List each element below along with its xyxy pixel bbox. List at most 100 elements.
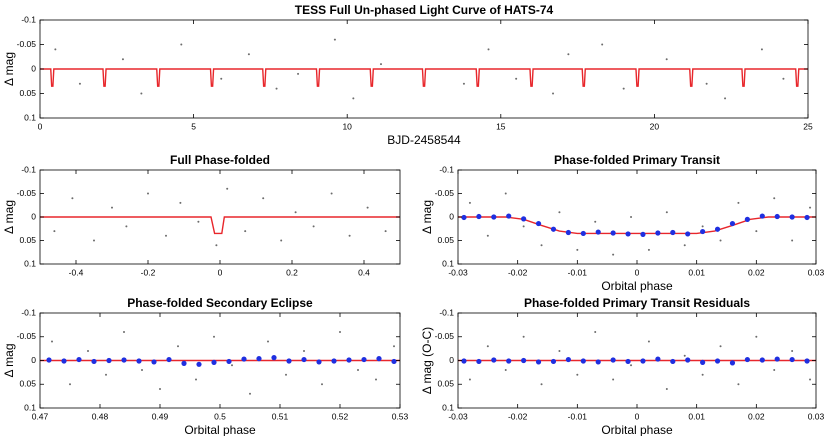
y-tick-label: -0.05 xyxy=(17,331,37,341)
data-point xyxy=(53,230,56,233)
data-point xyxy=(552,92,555,95)
data-point xyxy=(312,225,315,228)
binned-point xyxy=(476,358,482,365)
data-point xyxy=(220,77,223,80)
x-tick-label: 0.2 xyxy=(286,267,298,277)
data-point xyxy=(665,211,668,214)
x-tick-label: 20 xyxy=(650,121,660,131)
binned-point xyxy=(789,356,795,363)
y-tick-label: -0.1 xyxy=(21,14,36,24)
data-point xyxy=(576,373,579,376)
data-point xyxy=(622,87,625,90)
binned-point xyxy=(376,356,382,362)
binned-point xyxy=(729,220,736,227)
data-point xyxy=(280,239,283,242)
data-point xyxy=(468,201,471,204)
data-point xyxy=(393,345,395,348)
binned-point xyxy=(535,220,542,227)
y-tick-label: 0.05 xyxy=(19,379,36,389)
x-tick-label: 0.4 xyxy=(358,267,370,277)
binned-point xyxy=(121,357,127,363)
x-tick-label: 0 xyxy=(218,267,223,277)
data-point xyxy=(683,244,686,247)
data-point xyxy=(755,230,758,233)
data-point xyxy=(348,234,351,237)
x-tick-label: 0 xyxy=(635,411,640,421)
data-point xyxy=(594,220,597,223)
x-tick-label: 0 xyxy=(635,267,640,277)
y-tick-label: -0.05 xyxy=(17,188,37,198)
y-tick-label: 0.05 xyxy=(19,88,36,98)
data-point xyxy=(141,369,143,371)
binned-point xyxy=(331,358,337,364)
panel-title: Full Phase-folded xyxy=(170,153,270,167)
x-tick-label: 0.03 xyxy=(808,411,825,421)
binned-point xyxy=(744,216,750,222)
x-tick-label: -0.01 xyxy=(568,267,588,277)
data-point xyxy=(504,369,507,371)
binned-point xyxy=(521,357,527,364)
x-tick-label: -0.01 xyxy=(568,411,588,421)
panel-title: TESS Full Un-phased Light Curve of HATS-… xyxy=(295,3,554,17)
data-point xyxy=(468,378,471,381)
binned-point xyxy=(136,358,142,364)
x-tick-label: -0.03 xyxy=(448,267,468,277)
data-point xyxy=(71,197,74,200)
data-point xyxy=(719,239,722,242)
data-point xyxy=(809,206,812,209)
x-tick-label: 0.5 xyxy=(214,411,226,421)
data-point xyxy=(683,354,686,357)
data-point xyxy=(522,335,525,338)
data-point xyxy=(630,364,633,367)
y-tick-label: 0.1 xyxy=(24,402,36,412)
data-point xyxy=(665,388,668,390)
binned-point xyxy=(774,213,780,220)
y-axis-label: Δ mag xyxy=(420,200,434,234)
data-point xyxy=(719,345,722,348)
data-point xyxy=(297,72,300,75)
x-tick-label: 0.47 xyxy=(32,411,49,421)
data-point xyxy=(701,373,704,376)
data-point xyxy=(339,331,341,333)
binned-point xyxy=(625,231,631,237)
x-axis-label: Orbital phase xyxy=(184,423,256,436)
data-point xyxy=(231,364,233,367)
data-point xyxy=(121,58,124,61)
data-point xyxy=(705,82,708,85)
data-point xyxy=(87,350,89,352)
x-tick-label: -0.03 xyxy=(448,411,468,421)
data-point xyxy=(773,369,776,371)
x-tick-label: -0.02 xyxy=(508,411,528,421)
x-tick-label: 0.52 xyxy=(332,411,349,421)
data-point xyxy=(177,345,179,348)
x-tick-label: 5 xyxy=(191,121,196,131)
data-point xyxy=(352,97,355,100)
data-point xyxy=(594,331,597,333)
x-tick-label: 25 xyxy=(803,121,813,131)
binned-point xyxy=(521,216,527,222)
data-point xyxy=(791,350,794,352)
binned-point xyxy=(491,357,497,363)
binned-point xyxy=(700,228,706,235)
binned-point xyxy=(670,229,676,236)
data-point xyxy=(809,378,812,381)
data-point xyxy=(515,77,518,80)
y-tick-label: 0 xyxy=(31,211,36,221)
data-point xyxy=(630,216,633,218)
binned-point xyxy=(640,231,646,237)
data-point xyxy=(78,82,81,85)
data-point xyxy=(267,340,269,343)
data-point xyxy=(180,43,183,46)
data-point xyxy=(567,53,570,56)
model-line xyxy=(40,216,400,235)
data-point xyxy=(213,335,215,338)
data-point xyxy=(486,345,489,348)
binned-point xyxy=(181,360,187,366)
binned-point xyxy=(744,356,750,363)
data-point xyxy=(111,206,113,209)
x-axis-label: Orbital phase xyxy=(601,279,673,293)
binned-point xyxy=(506,213,512,219)
x-tick-label: -0.02 xyxy=(508,267,528,277)
data-point xyxy=(262,197,265,200)
data-point xyxy=(275,87,278,90)
